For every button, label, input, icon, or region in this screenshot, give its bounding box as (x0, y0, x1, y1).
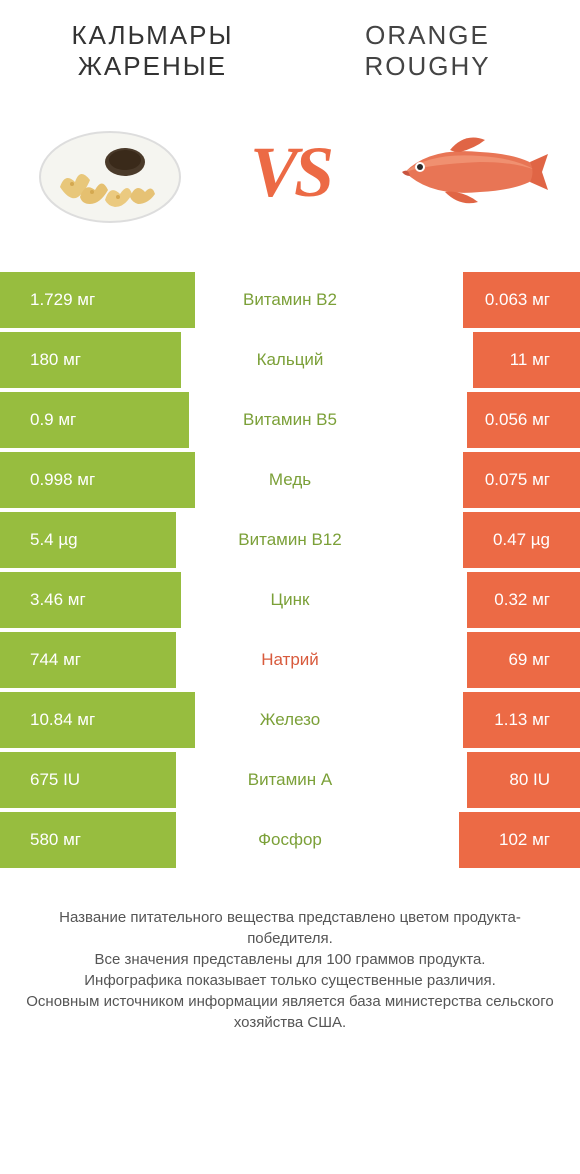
spacer (385, 392, 467, 448)
spacer (385, 452, 463, 508)
left-value: 0.998 мг (0, 452, 195, 508)
right-value: 0.075 мг (463, 452, 580, 508)
spacer (181, 332, 195, 388)
footer-line: Название питательного вещества представл… (25, 907, 555, 949)
footer-notes: Название питательного вещества представл… (0, 872, 580, 1033)
nutrient-label: Фосфор (195, 812, 385, 868)
left-value: 5.4 µg (0, 512, 176, 568)
right-value: 0.32 мг (467, 572, 580, 628)
comparison-row: 10.84 мгЖелезо 1.13 мг (0, 692, 580, 748)
nutrient-label: Витамин B12 (195, 512, 385, 568)
images-row: VS (0, 92, 580, 272)
right-value: 102 мг (459, 812, 580, 868)
spacer (176, 752, 195, 808)
spacer (385, 752, 467, 808)
comparison-table: 1.729 мгВитамин B20.063 мг180 мгКальций1… (0, 272, 580, 868)
vs-label: VS (250, 131, 330, 214)
spacer (181, 572, 195, 628)
right-title: Orange roughy (315, 20, 540, 82)
left-value: 0.9 мг (0, 392, 189, 448)
right-food-image (390, 112, 550, 232)
comparison-row: 3.46 мгЦинк 0.32 мг (0, 572, 580, 628)
comparison-row: 675 IU Витамин A 80 IU (0, 752, 580, 808)
spacer (385, 512, 463, 568)
comparison-row: 0.9 мгВитамин B5 0.056 мг (0, 392, 580, 448)
nutrient-label: Витамин A (195, 752, 385, 808)
comparison-row: 744 мг Натрий 69 мг (0, 632, 580, 688)
left-title: Кальмары жареные (40, 20, 265, 82)
spacer (385, 692, 463, 748)
right-value: 11 мг (473, 332, 580, 388)
left-value: 744 мг (0, 632, 176, 688)
spacer (385, 272, 463, 328)
comparison-row: 180 мгКальций 11 мг (0, 332, 580, 388)
footer-line: Все значения представлены для 100 граммо… (25, 949, 555, 970)
comparison-row: 1.729 мгВитамин B2 0.063 мг (0, 272, 580, 328)
footer-line: Основным источником информации является … (25, 991, 555, 1033)
right-value: 0.063 мг (463, 272, 580, 328)
spacer (176, 632, 195, 688)
left-food-image (30, 112, 190, 232)
left-value: 1.729 мг (0, 272, 195, 328)
right-value: 80 IU (467, 752, 580, 808)
nutrient-label: Кальций (195, 332, 385, 388)
spacer (385, 572, 467, 628)
right-value: 0.056 мг (467, 392, 580, 448)
comparison-row: 0.998 мгМедь 0.075 мг (0, 452, 580, 508)
left-value: 180 мг (0, 332, 181, 388)
header: Кальмары жареные Orange roughy (0, 0, 580, 92)
nutrient-label: Медь (195, 452, 385, 508)
left-value: 675 IU (0, 752, 176, 808)
spacer (385, 632, 467, 688)
nutrient-label: Цинк (195, 572, 385, 628)
right-value: 69 мг (467, 632, 580, 688)
right-value: 0.47 µg (463, 512, 580, 568)
nutrient-label: Витамин B2 (195, 272, 385, 328)
comparison-row: 580 мг Фосфор 102 мг (0, 812, 580, 868)
footer-line: Инфографика показывает только существенн… (25, 970, 555, 991)
nutrient-label: Витамин B5 (195, 392, 385, 448)
nutrient-label: Натрий (195, 632, 385, 688)
left-value: 10.84 мг (0, 692, 195, 748)
spacer (385, 812, 459, 868)
right-value: 1.13 мг (463, 692, 580, 748)
comparison-row: 5.4 µg Витамин B12 0.47 µg (0, 512, 580, 568)
left-value: 3.46 мг (0, 572, 181, 628)
spacer (385, 332, 473, 388)
spacer (176, 812, 195, 868)
nutrient-label: Железо (195, 692, 385, 748)
left-value: 580 мг (0, 812, 176, 868)
spacer (176, 512, 195, 568)
